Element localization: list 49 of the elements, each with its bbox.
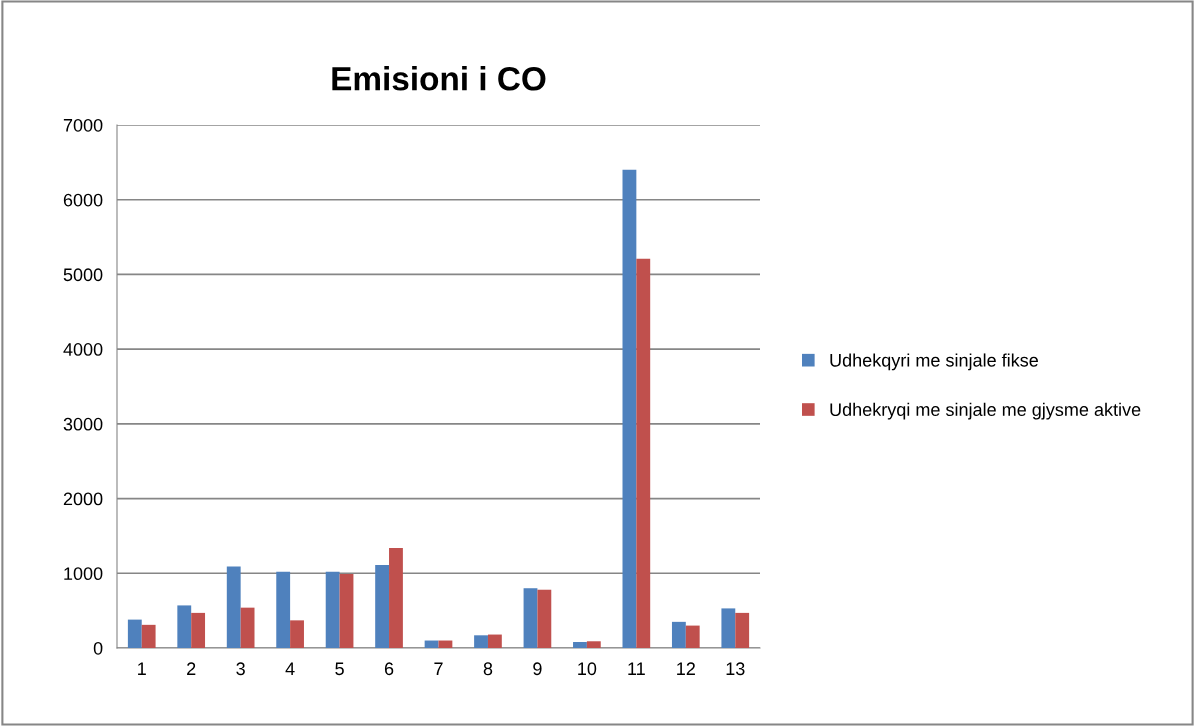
x-tick-label: 3	[236, 662, 245, 676]
bar	[573, 642, 587, 648]
bar	[375, 565, 390, 648]
bar	[671, 621, 686, 648]
x-tick-label: 11	[628, 662, 645, 675]
bar	[487, 634, 502, 648]
bar	[325, 571, 340, 648]
bar	[240, 607, 255, 648]
legend-label: Udhekryqi me sinjale me gjysme aktive	[830, 402, 1141, 420]
x-tick-label: 9	[533, 662, 542, 676]
bar	[191, 612, 206, 648]
x-tick-label: 1	[138, 662, 146, 675]
y-tick-label: 6000	[63, 193, 103, 207]
bar	[685, 625, 700, 648]
bar	[636, 258, 651, 648]
chart-title: Emisioni i CO	[332, 66, 546, 91]
y-tick-label: 0	[93, 641, 103, 655]
y-tick-label: 2000	[63, 492, 103, 506]
bar	[226, 566, 241, 648]
bar	[586, 641, 601, 648]
bar	[537, 589, 552, 648]
x-tick-label: 10	[578, 662, 597, 676]
x-tick-label: 2	[187, 662, 196, 675]
legend-label: Udhekqyri me sinjale fikse	[830, 353, 1038, 371]
x-tick-label: 4	[285, 662, 295, 675]
bar	[735, 612, 750, 648]
y-tick-label: 3000	[63, 417, 103, 431]
bar	[290, 620, 304, 648]
x-tick-label: 5	[335, 662, 344, 676]
bar	[177, 605, 192, 648]
bar	[339, 574, 354, 648]
bar	[141, 624, 156, 648]
x-tick-label: 8	[483, 662, 493, 676]
bar	[424, 640, 439, 648]
bar	[474, 635, 488, 648]
bar	[127, 619, 142, 648]
bar	[622, 169, 637, 648]
y-tick-label: 7000	[63, 118, 103, 132]
bar	[721, 608, 736, 648]
x-tick-label: 7	[434, 662, 443, 675]
bar	[276, 571, 291, 648]
bar	[389, 547, 403, 648]
bar	[523, 588, 538, 648]
y-tick-label: 5000	[63, 268, 103, 282]
x-tick-label: 6	[384, 662, 394, 676]
y-tick-label: 1000	[64, 567, 103, 581]
x-tick-label: 13	[726, 662, 745, 676]
y-tick-label: 4000	[63, 343, 103, 356]
x-tick-label: 12	[677, 662, 695, 675]
